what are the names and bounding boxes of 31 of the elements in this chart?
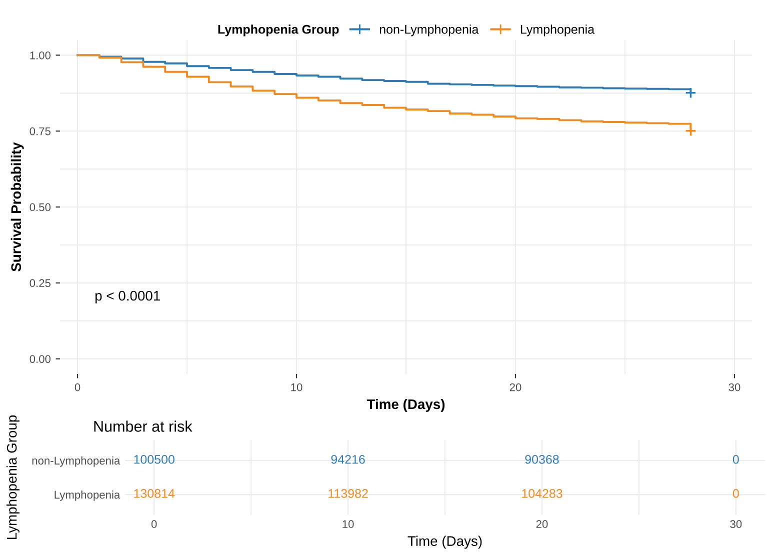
y-tick-label: 0.75 [30, 127, 51, 136]
data-label: 0 [732, 454, 739, 464]
data-label: 94216 [331, 454, 365, 464]
annotation: p < 0.0001 [95, 290, 160, 304]
legend-label: non-Lymphopenia [380, 24, 479, 36]
y-tick-label: non-Lymphopenia [32, 456, 120, 467]
y-axis-title: Survival Probability [10, 142, 24, 272]
data-label: 113982 [328, 489, 368, 498]
x-tick-label: 20 [510, 383, 522, 392]
y-tick-label: 0.25 [30, 279, 51, 288]
y-axis-title: Lymphopenia Group [6, 415, 20, 540]
chart-title: Number at risk [94, 420, 192, 432]
x-tick-label: 20 [536, 520, 548, 528]
x-axis-title: Time (Days) [408, 536, 482, 549]
x-tick-label: 10 [342, 520, 354, 528]
data-label: 100500 [134, 454, 174, 464]
data-label: 130814 [134, 489, 175, 498]
x-tick-label: 10 [291, 383, 302, 392]
x-tick-label: 0 [74, 383, 80, 392]
x-tick-label: 30 [730, 520, 742, 528]
x-tick-label: 30 [728, 383, 740, 392]
data-label: 104283 [522, 489, 562, 498]
x-tick-label: 0 [151, 520, 157, 528]
y-tick-label: 0.00 [30, 355, 51, 363]
data-label: 0 [732, 489, 739, 498]
y-tick-label: 0.50 [30, 203, 51, 212]
x-axis-title: Time (Days) [366, 398, 445, 412]
y-tick-label: 1.00 [30, 51, 51, 60]
legend-label: Lymphopenia [520, 24, 595, 36]
legend-title: Lymphopenia Group [218, 24, 339, 36]
data-label: 90368 [525, 454, 559, 464]
